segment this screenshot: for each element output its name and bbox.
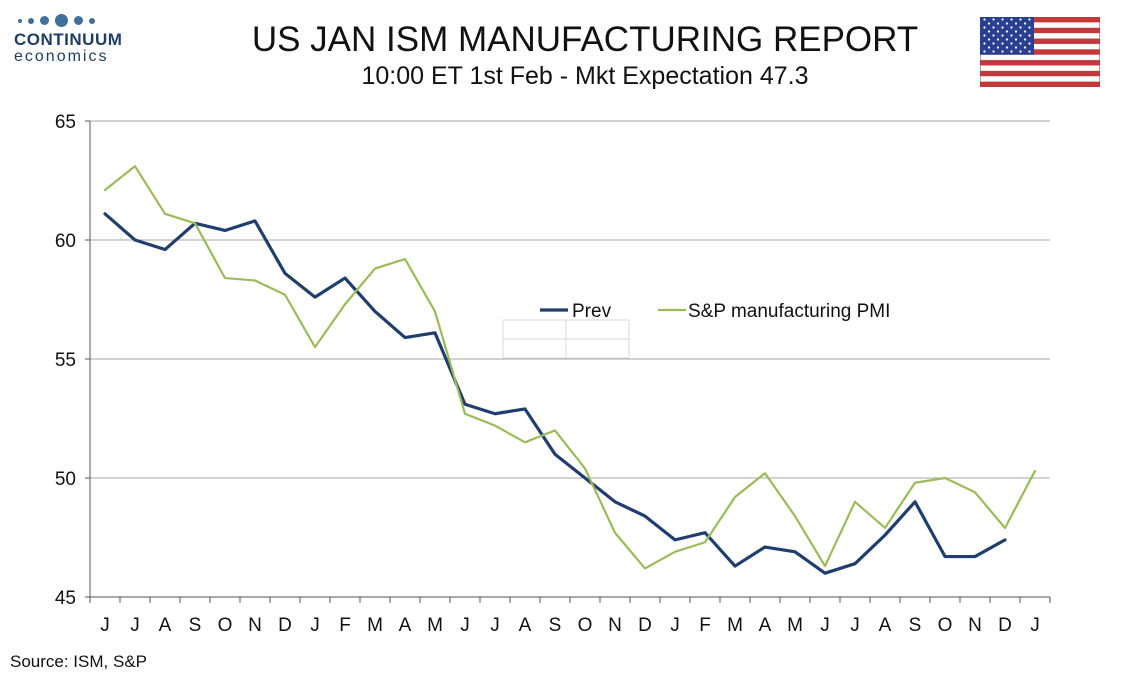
y-tick-label: 55 xyxy=(55,350,76,371)
x-tick-label: D xyxy=(998,615,1012,636)
x-tick-label: J xyxy=(460,615,470,636)
chart-title: US JAN ISM MANUFACTURING REPORT xyxy=(251,20,919,59)
x-tick-label: N xyxy=(968,615,982,636)
y-tick-label: 65 xyxy=(55,112,76,133)
x-tick-label: S xyxy=(549,615,562,636)
x-tick-label: J xyxy=(100,615,110,636)
x-tick-label: A xyxy=(519,615,532,636)
x-tick-label: A xyxy=(399,615,412,636)
x-tick-label: J xyxy=(490,615,500,636)
x-tick-label: J xyxy=(670,615,680,636)
x-tick-label: S xyxy=(909,615,922,636)
us-flag-icon xyxy=(980,17,1100,87)
x-tick-label: N xyxy=(248,615,262,636)
y-tick-label: 50 xyxy=(55,469,76,490)
x-tick-label: J xyxy=(310,615,320,636)
gridlines xyxy=(90,120,1050,598)
legend-label: Prev xyxy=(572,301,612,322)
logo-subtitle: economics xyxy=(14,48,109,65)
x-tick-label: A xyxy=(159,615,172,636)
x-tick-label: J xyxy=(130,615,140,636)
x-tick-label: F xyxy=(339,615,351,636)
y-tick-label: 60 xyxy=(55,231,76,252)
x-tick-label: A xyxy=(759,615,772,636)
y-tick-label: 45 xyxy=(55,588,76,609)
x-tick-label: M xyxy=(427,615,443,636)
series-line-prev xyxy=(103,212,1007,575)
x-tick-label: O xyxy=(218,615,233,636)
chart-subtitle: 10:00 ET 1st Feb - Mkt Expectation 47.3 xyxy=(361,62,809,90)
brand-logo: CONTINUUM economics xyxy=(14,14,134,66)
source-note: Source: ISM, S&P xyxy=(10,652,147,671)
x-tick-label: M xyxy=(787,615,803,636)
x-tick-label: J xyxy=(820,615,830,636)
x-tick-label: S xyxy=(189,615,202,636)
series-line-sp-pmi xyxy=(103,165,1037,570)
x-tick-label: O xyxy=(578,615,593,636)
x-tick-label: O xyxy=(938,615,953,636)
x-tick-label: F xyxy=(699,615,711,636)
x-tick-label: D xyxy=(278,615,292,636)
x-tick-label: N xyxy=(608,615,622,636)
logo-dots xyxy=(18,14,134,27)
legend: Prev S&P manufacturing PMI xyxy=(502,301,890,359)
x-tick-label: J xyxy=(1030,615,1040,636)
x-tick-label: M xyxy=(727,615,743,636)
x-tick-label: M xyxy=(367,615,383,636)
x-tick-label: D xyxy=(638,615,652,636)
legend-label: S&P manufacturing PMI xyxy=(688,301,890,322)
series-lines xyxy=(103,165,1037,575)
x-tick-label: A xyxy=(879,615,892,636)
logo-name: CONTINUUM xyxy=(14,30,123,49)
x-tick-label: J xyxy=(850,615,860,636)
